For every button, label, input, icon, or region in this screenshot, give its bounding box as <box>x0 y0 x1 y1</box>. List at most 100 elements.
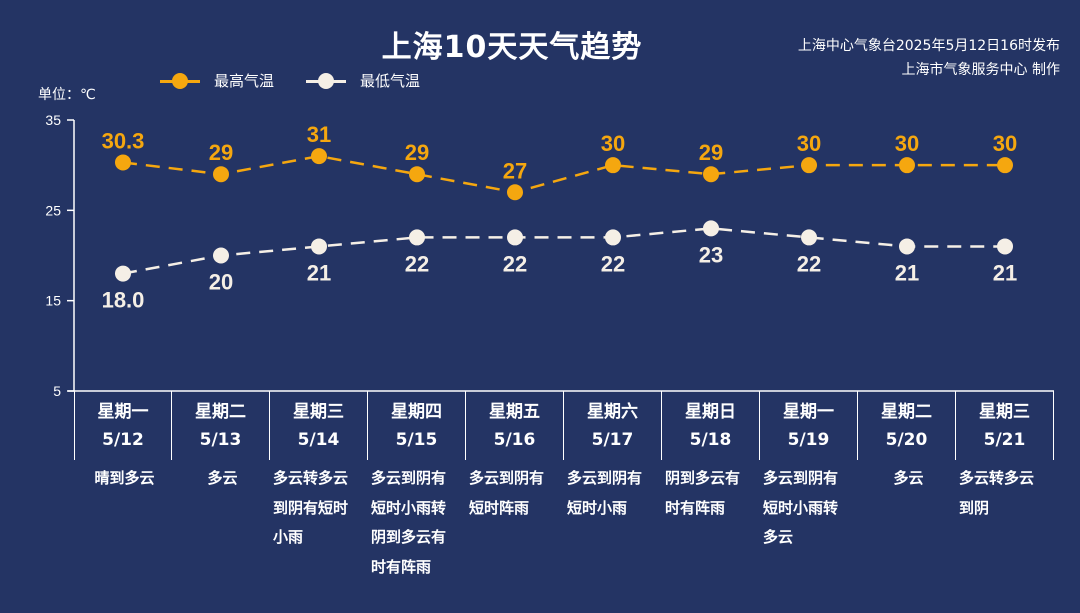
day-header: 星期日 5/18 <box>662 391 760 460</box>
low-temp-label: 21 <box>895 260 919 285</box>
date-label: 5/18 <box>689 429 732 450</box>
high-temp-point[interactable] <box>997 157 1013 174</box>
day-column: 星期三 5/21 多云转多云 到阴 <box>956 391 1054 582</box>
low-line-marker-icon <box>306 71 347 91</box>
day-header: 星期二 5/13 <box>172 391 270 460</box>
low-temp-point[interactable] <box>899 238 915 255</box>
weather-line: 多云 <box>207 469 238 487</box>
high-temp-line <box>122 154 1005 194</box>
high-temp-point[interactable] <box>899 157 915 174</box>
high-temp-point[interactable] <box>703 166 719 183</box>
weather-line: 到阴有短时 <box>273 498 349 517</box>
high-temp-label: 30 <box>601 131 625 156</box>
day-header: 星期二 5/20 <box>858 391 956 460</box>
issuer-info: 上海中心气象台2025年5月12日16时发布 上海市气象服务中心 制作 <box>798 34 1060 82</box>
weather-line: 多云到阴有 <box>371 469 447 487</box>
weather-description: 多云转多云 到阴 <box>956 460 1054 523</box>
low-temp-label: 18.0 <box>102 288 145 313</box>
issuer-line-2: 上海市气象服务中心 制作 <box>901 62 1060 78</box>
day-column: 星期一 5/19 多云到阴有 短时小雨转 多云 <box>760 391 858 582</box>
date-label: 5/14 <box>297 429 340 450</box>
low-temp-label: 22 <box>405 251 429 276</box>
legend-low-label: 最低气温 <box>360 72 421 90</box>
y-tick-label: 35 <box>45 112 61 128</box>
date-label: 5/13 <box>199 429 242 450</box>
day-column: 星期二 5/13 多云 <box>172 391 270 582</box>
low-temp-label: 22 <box>601 251 625 276</box>
day-column: 星期一 5/12 晴到多云 <box>74 391 172 582</box>
weather-line: 多云到阴有 <box>567 469 643 487</box>
date-label: 5/19 <box>787 429 830 450</box>
weather-line: 阴到多云有 <box>665 469 741 487</box>
low-temp-label: 23 <box>699 242 723 267</box>
y-tick-label: 15 <box>45 293 61 309</box>
low-temp-label: 22 <box>797 251 821 276</box>
high-temp-point[interactable] <box>311 148 327 165</box>
day-header: 星期一 5/12 <box>74 391 172 460</box>
weather-description: 多云转多云 到阴有短时 小雨 <box>270 460 368 553</box>
low-temp-point[interactable] <box>115 265 131 282</box>
weather-description: 多云 <box>858 460 956 494</box>
high-temp-point[interactable] <box>507 184 523 201</box>
low-temp-label: 21 <box>307 260 331 285</box>
unit-label: 单位：℃ <box>38 87 96 103</box>
weather-description: 晴到多云 <box>74 460 172 494</box>
weather-description: 多云到阴有短时小雨转多云 <box>760 460 858 553</box>
day-header: 星期三 5/14 <box>270 391 368 460</box>
low-temp-point[interactable] <box>605 229 621 246</box>
chart-title: 上海10天天气趋势 <box>381 30 643 65</box>
high-temp-point[interactable] <box>409 166 425 183</box>
weather-line: 时有阵雨 <box>665 498 726 517</box>
weekday-label: 星期二 <box>881 401 932 422</box>
weather-description: 多云到阴有 短时阵雨 <box>466 460 564 523</box>
weather-description: 阴到多云有 时有阵雨 <box>662 460 760 523</box>
day-column: 星期二 5/20 多云 <box>858 391 956 582</box>
low-temp-point[interactable] <box>997 238 1013 255</box>
weather-line: 多云转多云 <box>959 469 1035 487</box>
weather-line: 多云 <box>763 528 794 546</box>
weather-line: 多云到阴有 <box>763 469 839 487</box>
weather-line: 多云到阴有 <box>469 469 545 487</box>
high-temp-point[interactable] <box>115 154 131 171</box>
low-temp-point[interactable] <box>801 229 817 246</box>
day-column: 星期五 5/16 多云到阴有 短时阵雨 <box>466 391 564 582</box>
day-header: 星期六 5/17 <box>564 391 662 460</box>
high-temp-label: 29 <box>405 140 429 165</box>
date-label: 5/21 <box>983 429 1026 450</box>
legend-item-low[interactable]: 最低气温 <box>306 70 420 91</box>
low-temp-point[interactable] <box>507 229 523 246</box>
high-temp-label: 29 <box>209 140 233 165</box>
date-label: 5/15 <box>395 429 438 450</box>
weather-line: 多云 <box>893 469 924 487</box>
high-temp-label: 30 <box>993 131 1017 156</box>
high-temp-point[interactable] <box>213 166 229 183</box>
high-temp-point[interactable] <box>801 157 817 174</box>
low-temp-point[interactable] <box>703 220 719 237</box>
weather-description: 多云到阴有 短时小雨转 阴到多云有 时有阵雨 <box>368 460 466 582</box>
weather-line: 小雨 <box>273 528 304 546</box>
date-label: 5/20 <box>885 429 928 450</box>
high-temp-label: 31 <box>307 122 331 147</box>
issuer-line-1: 上海中心气象台2025年5月12日16时发布 <box>797 38 1060 54</box>
weather-line: 时有阵雨 <box>371 557 432 576</box>
low-temp-point[interactable] <box>213 247 229 264</box>
high-temp-label: 29 <box>699 140 723 165</box>
date-label: 5/17 <box>591 429 634 450</box>
weekday-label: 星期三 <box>979 401 1030 422</box>
weekday-label: 星期五 <box>489 401 540 422</box>
weather-line: 短时小雨转 <box>371 498 447 517</box>
low-temp-point[interactable] <box>409 229 425 246</box>
low-temp-label: 22 <box>503 251 527 276</box>
high-temp-label: 30 <box>797 131 821 156</box>
weather-line: 短时阵雨 <box>469 498 530 517</box>
day-column: 星期日 5/18 阴到多云有 时有阵雨 <box>662 391 760 582</box>
legend-item-high[interactable]: 最高气温 <box>160 70 274 91</box>
legend: 最高气温 最低气温 <box>160 70 452 91</box>
weather-line: 晴到多云 <box>94 469 155 487</box>
high-temp-point[interactable] <box>605 157 621 174</box>
weekday-label: 星期三 <box>293 401 344 422</box>
y-tick-label: 25 <box>45 202 61 218</box>
weather-line: 短时小雨转 <box>763 498 839 517</box>
low-temp-point[interactable] <box>311 238 327 255</box>
weekday-label: 星期四 <box>391 401 442 422</box>
